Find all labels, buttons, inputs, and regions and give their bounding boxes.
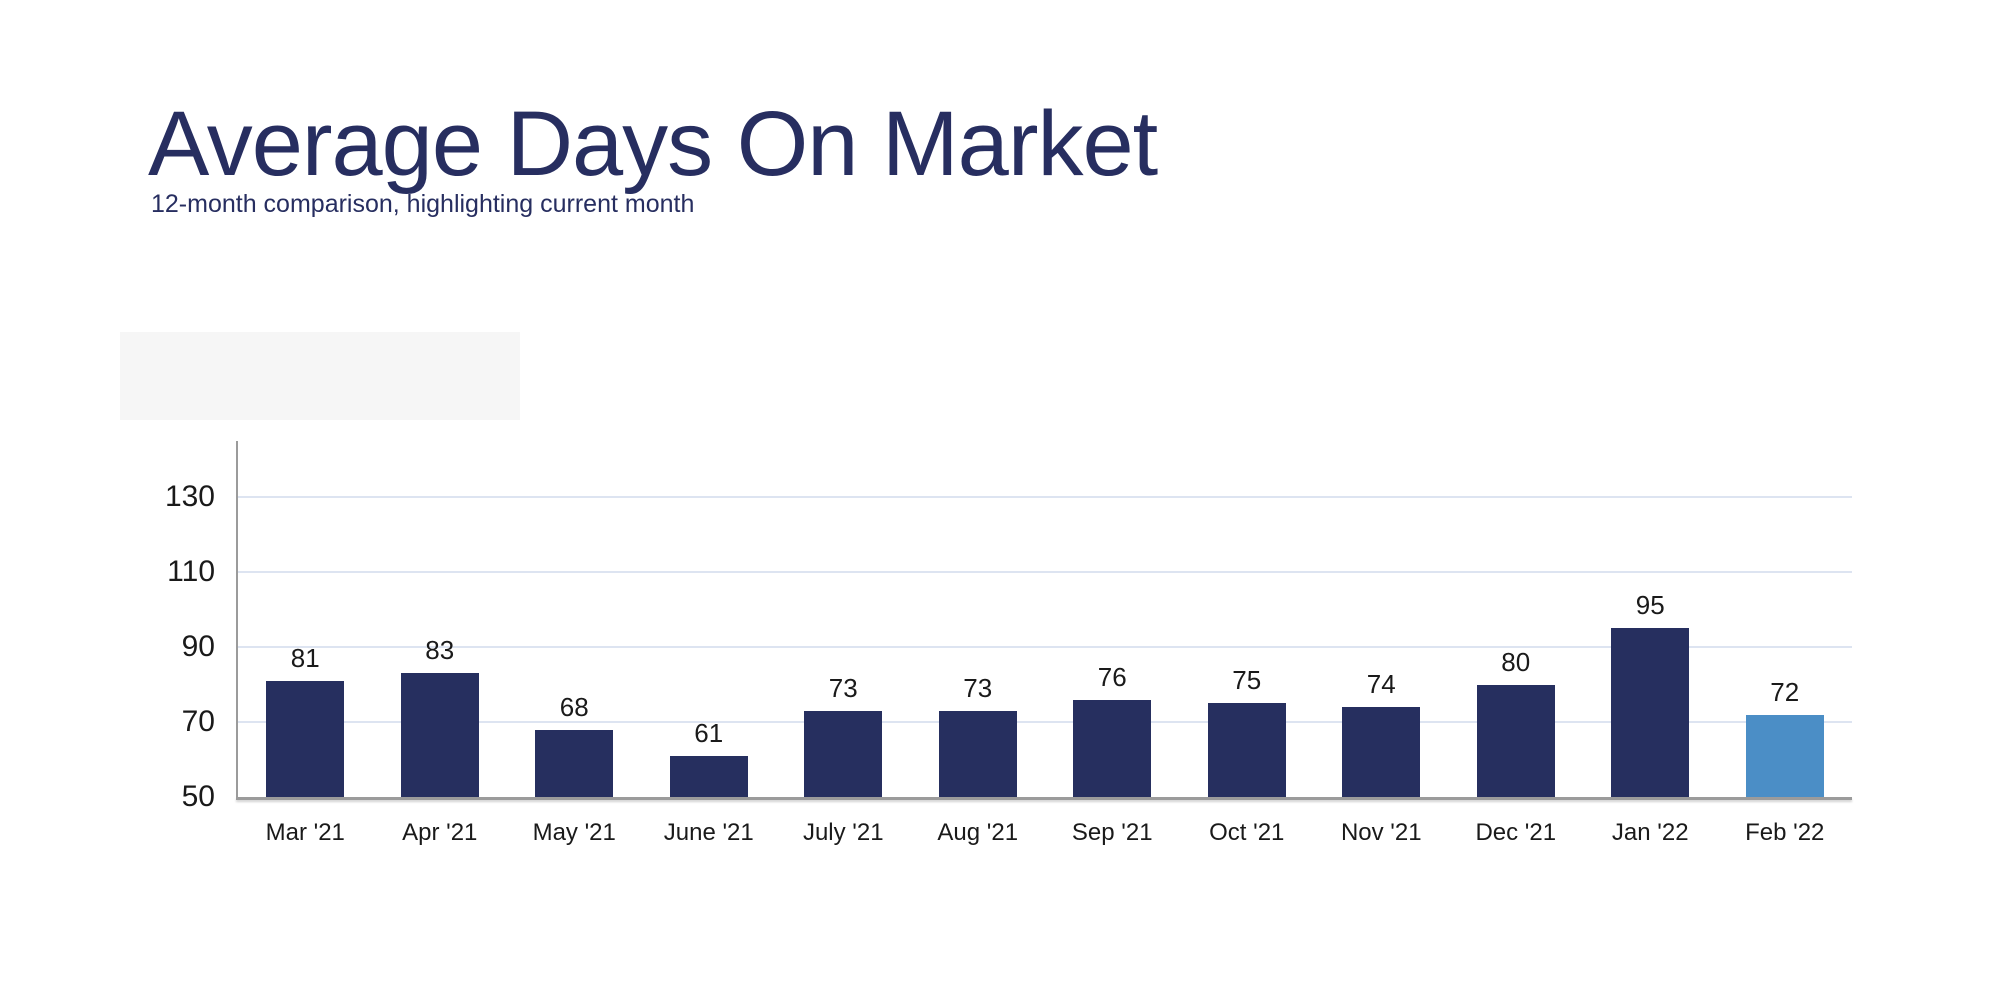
bar-value-label: 83 bbox=[425, 635, 455, 666]
y-axis-tick-label: 70 bbox=[181, 705, 215, 739]
bar-value-label: 81 bbox=[290, 642, 320, 673]
x-axis-category-label: June '21 bbox=[663, 819, 754, 846]
bar-value-label: 95 bbox=[1635, 590, 1665, 621]
bar-value-label: 80 bbox=[1501, 646, 1531, 677]
bar bbox=[266, 680, 345, 797]
gridline bbox=[238, 721, 1852, 724]
bar bbox=[1476, 684, 1555, 797]
x-axis-category-label: Jan '22 bbox=[1611, 819, 1689, 846]
gridline bbox=[238, 571, 1852, 574]
x-axis-category-label: May '21 bbox=[532, 819, 616, 846]
x-axis-category-label: Apr '21 bbox=[402, 819, 478, 846]
bar bbox=[1073, 699, 1152, 797]
bar bbox=[1207, 703, 1286, 797]
y-axis-tick-label: 130 bbox=[164, 480, 215, 514]
bar-value-label: 72 bbox=[1770, 676, 1800, 707]
x-axis-category-label: Feb '22 bbox=[1745, 819, 1825, 846]
gridline bbox=[238, 496, 1852, 499]
x-axis-category-label: Aug '21 bbox=[937, 819, 1019, 846]
x-axis-category-label: Sep '21 bbox=[1071, 819, 1153, 846]
x-axis-line bbox=[236, 797, 1852, 800]
x-axis-category-label: Oct '21 bbox=[1209, 819, 1285, 846]
bar-value-label: 68 bbox=[559, 691, 589, 722]
y-axis-tick-label: 110 bbox=[167, 555, 215, 589]
background-panel bbox=[120, 332, 520, 420]
bar-value-label: 75 bbox=[1232, 665, 1262, 696]
chart-title: Average Days On Market bbox=[148, 93, 1158, 195]
chart-subtitle: 12-month comparison, highlighting curren… bbox=[151, 190, 695, 218]
bar bbox=[1342, 707, 1421, 797]
bar bbox=[400, 673, 479, 797]
bar bbox=[804, 710, 883, 797]
y-axis-tick-label: 90 bbox=[181, 630, 215, 664]
bar-value-label: 61 bbox=[694, 717, 724, 748]
bar bbox=[1611, 628, 1690, 797]
bar bbox=[535, 729, 614, 797]
bar-value-label: 73 bbox=[963, 672, 993, 703]
bar bbox=[669, 755, 748, 797]
plot-area: 130 110 90 70 50 81 Mar '21 83 Apr '21 68 May '21 6… bbox=[165, 441, 1852, 846]
bar-value-label: 76 bbox=[1097, 661, 1127, 692]
x-axis-category-label: Mar '21 bbox=[265, 819, 345, 846]
gridline bbox=[238, 646, 1852, 649]
x-axis-category-label: Nov '21 bbox=[1340, 819, 1422, 846]
bar bbox=[938, 710, 1017, 797]
y-axis-line bbox=[236, 441, 238, 799]
x-axis-category-label: July '21 bbox=[802, 819, 884, 846]
y-axis-tick-label: 50 bbox=[181, 780, 215, 813]
bar-value-label: 73 bbox=[828, 672, 858, 703]
bar-highlighted bbox=[1745, 714, 1824, 797]
bar-value-label: 74 bbox=[1366, 669, 1396, 700]
x-axis-category-label: Dec '21 bbox=[1475, 819, 1557, 846]
